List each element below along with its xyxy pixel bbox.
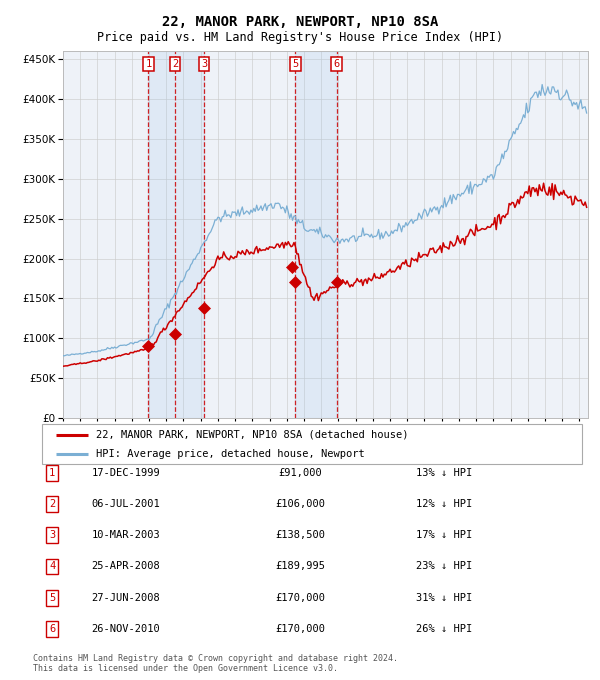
Text: 31% ↓ HPI: 31% ↓ HPI	[416, 593, 472, 602]
Text: 5: 5	[292, 59, 298, 69]
Text: This data is licensed under the Open Government Licence v3.0.: This data is licensed under the Open Gov…	[33, 664, 338, 673]
Text: 1: 1	[49, 468, 55, 477]
Text: Contains HM Land Registry data © Crown copyright and database right 2024.: Contains HM Land Registry data © Crown c…	[33, 654, 398, 663]
FancyBboxPatch shape	[42, 424, 582, 464]
Text: 23% ↓ HPI: 23% ↓ HPI	[416, 562, 472, 571]
Text: £106,000: £106,000	[275, 499, 325, 509]
Text: 17-DEC-1999: 17-DEC-1999	[92, 468, 160, 477]
Text: 10-MAR-2003: 10-MAR-2003	[92, 530, 160, 540]
Text: 3: 3	[201, 59, 207, 69]
Text: 26-NOV-2010: 26-NOV-2010	[92, 624, 160, 634]
Text: £138,500: £138,500	[275, 530, 325, 540]
Text: 25-APR-2008: 25-APR-2008	[92, 562, 160, 571]
Bar	[148, 51, 204, 418]
Text: 26% ↓ HPI: 26% ↓ HPI	[416, 624, 472, 634]
Bar	[295, 51, 337, 418]
Text: Price paid vs. HM Land Registry's House Price Index (HPI): Price paid vs. HM Land Registry's House …	[97, 31, 503, 44]
Text: 06-JUL-2001: 06-JUL-2001	[92, 499, 160, 509]
Text: 4: 4	[49, 562, 55, 571]
Text: £91,000: £91,000	[278, 468, 322, 477]
Text: 12% ↓ HPI: 12% ↓ HPI	[416, 499, 472, 509]
Text: 17% ↓ HPI: 17% ↓ HPI	[416, 530, 472, 540]
Text: 22, MANOR PARK, NEWPORT, NP10 8SA (detached house): 22, MANOR PARK, NEWPORT, NP10 8SA (detac…	[96, 430, 409, 440]
Text: HPI: Average price, detached house, Newport: HPI: Average price, detached house, Newp…	[96, 449, 365, 459]
Text: 5: 5	[49, 593, 55, 602]
Text: £189,995: £189,995	[275, 562, 325, 571]
Text: £170,000: £170,000	[275, 624, 325, 634]
Text: 1: 1	[145, 59, 152, 69]
Text: 27-JUN-2008: 27-JUN-2008	[92, 593, 160, 602]
Text: 6: 6	[334, 59, 340, 69]
Text: 2: 2	[49, 499, 55, 509]
Text: 13% ↓ HPI: 13% ↓ HPI	[416, 468, 472, 477]
Text: 22, MANOR PARK, NEWPORT, NP10 8SA: 22, MANOR PARK, NEWPORT, NP10 8SA	[162, 15, 438, 29]
Text: 3: 3	[49, 530, 55, 540]
Text: 2: 2	[172, 59, 178, 69]
Text: 6: 6	[49, 624, 55, 634]
Text: £170,000: £170,000	[275, 593, 325, 602]
